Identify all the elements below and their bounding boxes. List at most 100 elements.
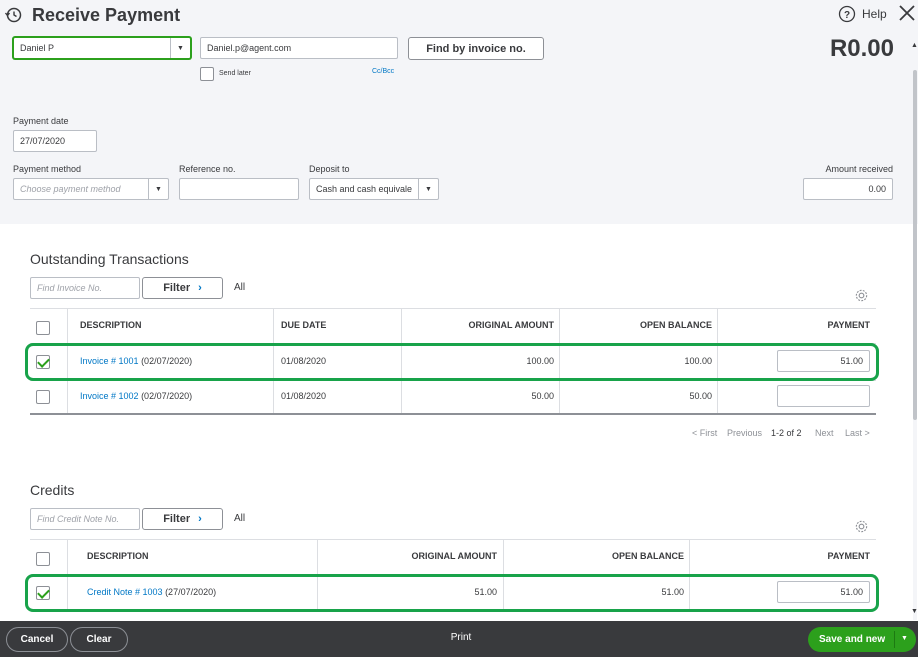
selected-invoice-highlight (25, 343, 879, 381)
invoice-description: Invoice # 1001 (02/07/2020) (80, 356, 192, 366)
payment-method-label: Payment method (13, 164, 82, 174)
scroll-up-arrow[interactable]: ▲ (911, 42, 918, 49)
credits-col-payment: PAYMENT (827, 551, 870, 561)
clear-button[interactable]: Clear (70, 627, 128, 652)
scrollbar-thumb[interactable] (913, 70, 917, 420)
credits-filter-label: Filter (163, 513, 191, 525)
payment-date-field[interactable]: 27/07/2020 (13, 130, 97, 152)
amount-received-value: 0.00 (868, 184, 886, 194)
history-icon[interactable] (4, 6, 22, 24)
pager-last[interactable]: Last > (845, 428, 870, 438)
svg-text:?: ? (844, 10, 850, 21)
find-credit-note-input[interactable]: Find Credit Note No. (30, 508, 140, 530)
invoice-date: (02/07/2020) (141, 391, 193, 401)
col-divider (401, 308, 402, 414)
save-and-new-label: Save and new (819, 634, 886, 645)
credits-filter-all-label: All (234, 513, 246, 524)
find-invoice-input[interactable]: Find Invoice No. (30, 277, 140, 299)
invoice-date: (02/07/2020) (141, 356, 193, 366)
filter-label: Filter (163, 282, 191, 294)
invoice-1001-checkbox[interactable] (36, 355, 50, 369)
chevron-down-icon[interactable]: ▼ (418, 179, 438, 199)
send-later-label: Send later (219, 70, 251, 77)
row-border (30, 413, 876, 415)
select-all-invoices-checkbox[interactable] (36, 321, 50, 335)
invoice-link[interactable]: Invoice # 1002 (80, 391, 139, 401)
col-original-amount: ORIGINAL AMOUNT (468, 320, 555, 330)
find-by-invoice-button[interactable]: Find by invoice no. (408, 37, 544, 60)
close-icon[interactable] (898, 4, 916, 22)
credits-filter-button[interactable]: Filter › (142, 508, 223, 530)
invoice-open-balance: 100.00 (684, 356, 712, 366)
print-button[interactable]: Print (450, 632, 472, 643)
deposit-to-label: Deposit to (309, 164, 350, 174)
find-credit-note-placeholder: Find Credit Note No. (37, 514, 120, 524)
outstanding-header-border (30, 308, 876, 309)
payment-date-label: Payment date (13, 116, 69, 126)
col-payment: PAYMENT (827, 320, 870, 330)
pager-range: 1-2 of 2 (771, 428, 802, 438)
chevron-right-icon: › (198, 282, 202, 294)
credits-col-original-amount: ORIGINAL AMOUNT (411, 551, 498, 561)
invoice-due-date: 01/08/2020 (281, 391, 327, 401)
invoice-payment-value: 51.00 (840, 356, 863, 366)
filter-button[interactable]: Filter › (142, 277, 223, 299)
page-title: Receive Payment (32, 5, 181, 25)
gear-icon[interactable] (854, 519, 869, 534)
amount-display: R0.00 (829, 35, 894, 62)
email-field[interactable]: Daniel.p@agent.com (200, 37, 398, 59)
pager-previous[interactable]: Previous (727, 428, 763, 438)
credit-open-balance: 51.00 (661, 587, 684, 597)
deposit-to-value: Cash and cash equivale (316, 184, 413, 194)
payment-method-select[interactable]: Choose payment method (13, 178, 169, 200)
invoice-due-date: 01/08/2020 (281, 356, 327, 366)
invoice-original-amount: 100.00 (526, 356, 554, 366)
credit-note-date: (27/07/2020) (165, 587, 217, 597)
credit-payment-input[interactable]: 51.00 (777, 581, 870, 603)
save-and-new-button[interactable]: Save and new ▼ (808, 627, 916, 652)
amount-received-label: Amount received (825, 164, 893, 174)
cc-bcc-link[interactable]: Cc/Bcc (372, 68, 395, 75)
scroll-down-arrow[interactable]: ▼ (911, 608, 918, 615)
col-open-balance: OPEN BALANCE (639, 320, 712, 330)
credit-note-link[interactable]: Credit Note # 1003 (87, 587, 163, 597)
payment-method-placeholder: Choose payment method (20, 184, 121, 194)
email-value: Daniel.p@agent.com (207, 43, 292, 53)
selected-credit-highlight (25, 574, 879, 612)
invoice-payment-input[interactable] (777, 385, 870, 407)
col-due-date: DUE DATE (281, 320, 327, 330)
col-divider (559, 308, 560, 414)
chevron-down-icon[interactable]: ▼ (901, 635, 908, 642)
invoice-open-balance: 50.00 (689, 391, 712, 401)
select-all-credits-checkbox[interactable] (36, 552, 50, 566)
help-icon[interactable]: ? (838, 5, 856, 23)
customer-name: Daniel P (20, 43, 55, 53)
invoice-description: Invoice # 1002 (02/07/2020) (80, 391, 192, 401)
reference-input[interactable] (179, 178, 299, 200)
help-link[interactable]: Help (862, 7, 887, 21)
credits-title: Credits (30, 482, 75, 498)
reference-label: Reference no. (179, 164, 236, 174)
customer-select[interactable]: Daniel P (13, 37, 191, 59)
deposit-to-select[interactable]: Cash and cash equivale (309, 178, 439, 200)
outstanding-title: Outstanding Transactions (30, 251, 189, 267)
invoice-1002-checkbox[interactable] (36, 390, 50, 404)
invoice-original-amount: 50.00 (531, 391, 554, 401)
payment-date-value: 27/07/2020 (20, 136, 66, 146)
amount-received-input[interactable]: 0.00 (803, 178, 893, 200)
credits-col-description: DESCRIPTION (87, 551, 149, 561)
credit-description: Credit Note # 1003 (27/07/2020) (87, 587, 216, 597)
credit-payment-value: 51.00 (840, 587, 863, 597)
gear-icon[interactable] (854, 288, 869, 303)
send-later-checkbox[interactable] (200, 67, 214, 81)
pager-next[interactable]: Next (815, 428, 834, 438)
chevron-down-icon[interactable]: ▼ (170, 38, 190, 58)
filter-all-label: All (234, 282, 246, 293)
cancel-button[interactable]: Cancel (6, 627, 68, 652)
chevron-down-icon[interactable]: ▼ (148, 179, 168, 199)
invoice-payment-input[interactable]: 51.00 (777, 350, 870, 372)
col-divider (67, 308, 68, 414)
invoice-link[interactable]: Invoice # 1001 (80, 356, 139, 366)
credit-note-1003-checkbox[interactable] (36, 586, 50, 600)
pager-first[interactable]: < First (692, 428, 718, 438)
